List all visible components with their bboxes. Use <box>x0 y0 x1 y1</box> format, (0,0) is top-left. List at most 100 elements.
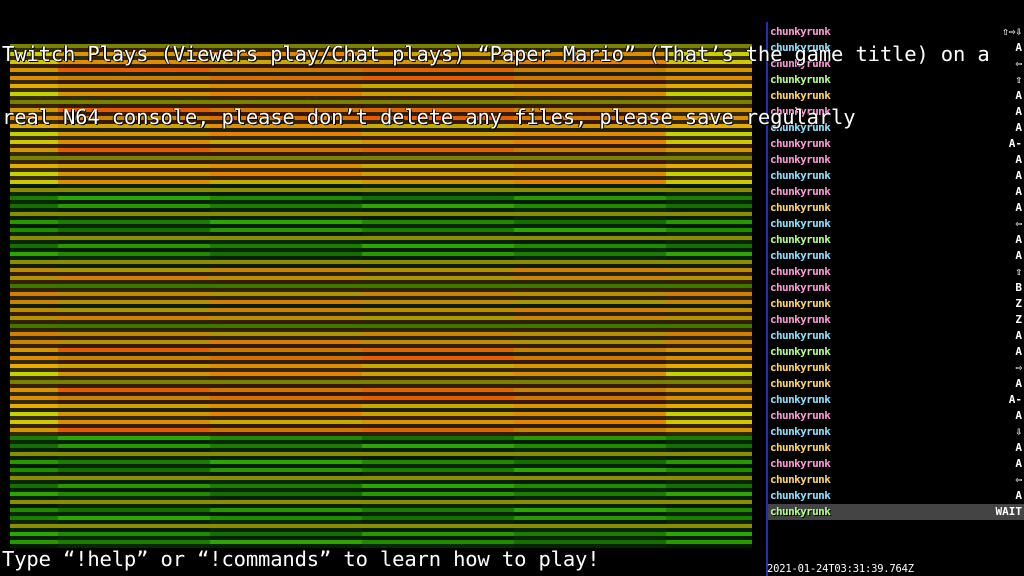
chat-username: chunkyrunk <box>770 153 831 166</box>
chat-command: A <box>1015 153 1022 166</box>
chat-username: chunkyrunk <box>770 105 831 118</box>
chat-message: chunkyrunk B <box>768 280 1024 296</box>
chat-command: A <box>1015 329 1022 342</box>
chat-message: chunkyrunk ⇧ <box>768 264 1024 280</box>
chat-username: chunkyrunk <box>770 457 831 470</box>
chat-message: chunkyrunk A <box>768 232 1024 248</box>
chat-command: A <box>1015 121 1022 134</box>
chat-command: A <box>1015 41 1022 54</box>
chat-command: A <box>1015 169 1022 182</box>
chat-command: A <box>1015 89 1022 102</box>
chat-command: ⇨ <box>1015 361 1022 374</box>
chat-command: A <box>1015 345 1022 358</box>
chat-message: chunkyrunk A <box>768 248 1024 264</box>
chat-command: A <box>1015 441 1022 454</box>
chat-username: chunkyrunk <box>770 185 831 198</box>
chat-username: chunkyrunk <box>770 137 831 150</box>
chat-message: chunkyrunk A <box>768 440 1024 456</box>
chat-message: chunkyrunk A <box>768 488 1024 504</box>
chat-command: A- <box>1008 393 1022 406</box>
chat-message: chunkyrunk ⇩ <box>768 424 1024 440</box>
chat-command: A <box>1015 233 1022 246</box>
stream-title: Twitch Plays (Viewers play/Chat plays) “… <box>2 2 990 149</box>
chat-command: ⇧⇨⇩ <box>1002 25 1022 38</box>
chat-command: A <box>1015 377 1022 390</box>
chat-username: chunkyrunk <box>770 425 831 438</box>
chat-command: A <box>1015 105 1022 118</box>
chat-message: chunkyrunk A <box>768 88 1024 104</box>
chat-command: Z <box>1015 297 1022 310</box>
chat-message: chunkyrunk ⇧⇨⇩ <box>768 24 1024 40</box>
stream-title-line-1: Twitch Plays (Viewers play/Chat plays) “… <box>2 42 990 66</box>
chat-message: chunkyrunk A <box>768 408 1024 424</box>
chat-command: A <box>1015 489 1022 502</box>
chat-message: chunkyrunk ⇦ <box>768 472 1024 488</box>
chat-message: chunkyrunk A <box>768 344 1024 360</box>
chat-username: chunkyrunk <box>770 489 831 502</box>
chat-username: chunkyrunk <box>770 169 831 182</box>
chat-command: ⇦ <box>1015 57 1022 70</box>
chat-username: chunkyrunk <box>770 409 831 422</box>
chat-command: ⇦ <box>1015 473 1022 486</box>
chat-username: chunkyrunk <box>770 89 831 102</box>
chat-username: chunkyrunk <box>770 265 831 278</box>
chat-message: chunkyrunk A <box>768 328 1024 344</box>
chat-username: chunkyrunk <box>770 345 831 358</box>
help-instructions: Type “!help” or “!commands” to learn how… <box>2 547 600 571</box>
chat-username: chunkyrunk <box>770 329 831 342</box>
chat-message: chunkyrunk A <box>768 120 1024 136</box>
chat-username: chunkyrunk <box>770 249 831 262</box>
chat-message: chunkyrunk Z <box>768 296 1024 312</box>
stream-title-line-2: real N64 console, please don’t delete an… <box>2 105 856 129</box>
chat-message: chunkyrunk A <box>768 104 1024 120</box>
chat-message: chunkyrunk A <box>768 40 1024 56</box>
chat-message: chunkyrunk A <box>768 456 1024 472</box>
chat-command: ⇦ <box>1015 217 1022 230</box>
chat-message: chunkyrunk A- <box>768 392 1024 408</box>
chat-message: chunkyrunk A <box>768 168 1024 184</box>
chat-username: chunkyrunk <box>770 313 831 326</box>
chat-command: WAIT <box>995 505 1023 518</box>
chat-command: ⇩ <box>1015 425 1022 438</box>
chat-username: chunkyrunk <box>770 505 831 518</box>
chat-divider <box>766 22 768 576</box>
chat-command: B <box>1015 281 1022 294</box>
chat-message: chunkyrunk A <box>768 376 1024 392</box>
chat-command: A- <box>1008 137 1022 150</box>
chat-username: chunkyrunk <box>770 233 831 246</box>
chat-username: chunkyrunk <box>770 217 831 230</box>
chat-username: chunkyrunk <box>770 377 831 390</box>
chat-username: chunkyrunk <box>770 297 831 310</box>
chat-username: chunkyrunk <box>770 393 831 406</box>
chat-message: chunkyrunk A- <box>768 136 1024 152</box>
chat-username: chunkyrunk <box>770 25 831 38</box>
chat-command: A <box>1015 201 1022 214</box>
chat-command: A <box>1015 249 1022 262</box>
chat-command: Z <box>1015 313 1022 326</box>
chat-message: chunkyrunk A <box>768 152 1024 168</box>
chat-username: chunkyrunk <box>770 41 831 54</box>
chat-message: chunkyrunk Z <box>768 312 1024 328</box>
chat-message: chunkyrunk A <box>768 184 1024 200</box>
chat-username: chunkyrunk <box>770 361 831 374</box>
chat-username: chunkyrunk <box>770 73 831 86</box>
chat-command: ⇧ <box>1015 73 1022 86</box>
chat-message: chunkyrunk A <box>768 200 1024 216</box>
chat-message: chunkyrunk ⇦ <box>768 216 1024 232</box>
chat-message: chunkyrunk ⇦ <box>768 56 1024 72</box>
game-video-feed <box>10 44 752 548</box>
chat-command: A <box>1015 457 1022 470</box>
chat-message: chunkyrunk ⇧ <box>768 72 1024 88</box>
timestamp: 2021-01-24T03:31:39.764Z <box>767 563 914 575</box>
chat-username: chunkyrunk <box>770 473 831 486</box>
chat-username: chunkyrunk <box>770 57 831 70</box>
chat-username: chunkyrunk <box>770 281 831 294</box>
chat-username: chunkyrunk <box>770 121 831 134</box>
chat-command: A <box>1015 409 1022 422</box>
chat-command: A <box>1015 185 1022 198</box>
chat-message: chunkyrunk ⇨ <box>768 360 1024 376</box>
chat-username: chunkyrunk <box>770 201 831 214</box>
chat-message: chunkyrunk WAIT <box>768 504 1024 520</box>
chat-command: ⇧ <box>1015 265 1022 278</box>
